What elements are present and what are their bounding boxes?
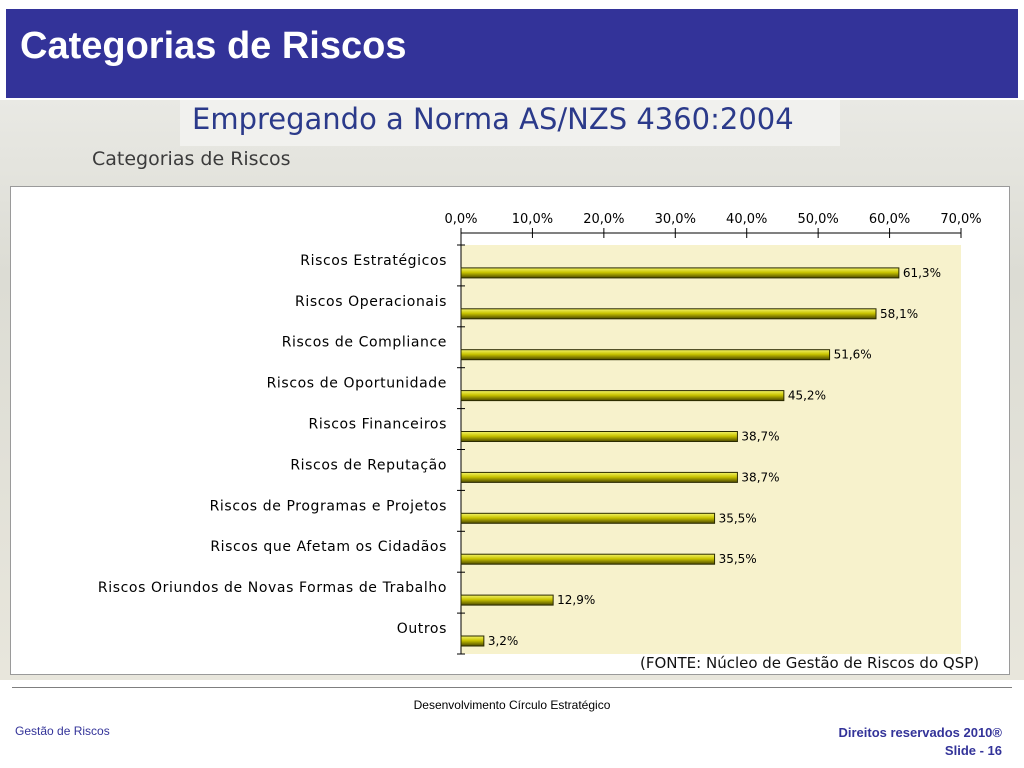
- category-label: Riscos de Compliance: [282, 335, 447, 351]
- x-tick-label: 30,0%: [655, 212, 696, 227]
- bar: [460, 308, 877, 320]
- bar-chart: 0,0% 10,0% 20,0% 30,0% 40,0% 50,0% 60,0% 70,0% R…: [98, 212, 982, 655]
- bar: [460, 267, 900, 279]
- footer-divider: [12, 687, 1012, 688]
- value-label: 45,2%: [788, 389, 826, 403]
- category-label: Outros: [397, 621, 447, 637]
- value-label: 51,6%: [834, 348, 872, 362]
- x-tick-label: 60,0%: [869, 212, 910, 227]
- heading-box: [180, 100, 840, 146]
- x-tick-label: 70,0%: [940, 212, 981, 227]
- category-label: Riscos Estratégicos: [300, 253, 447, 269]
- bar: [460, 431, 738, 443]
- slide-title: Categorias de Riscos: [20, 25, 407, 67]
- value-label: 3,2%: [488, 634, 519, 648]
- value-label: 35,5%: [719, 511, 757, 525]
- source-note: (FONTE: Núcleo de Gestão de Riscos do QS…: [640, 654, 980, 672]
- x-tick-label: 0,0%: [444, 212, 477, 227]
- x-tick-label: 10,0%: [512, 212, 553, 227]
- category-label: Riscos Financeiros: [309, 417, 447, 433]
- value-label: 58,1%: [880, 307, 918, 321]
- category-label: Riscos Oriundos de Novas Formas de Traba…: [98, 580, 447, 596]
- chart-container: 0,0% 10,0% 20,0% 30,0% 40,0% 50,0% 60,0% 70,0% R…: [10, 186, 1010, 675]
- category-label: Riscos de Programas e Projetos: [210, 498, 447, 514]
- x-tick-label: 50,0%: [797, 212, 838, 227]
- bar: [460, 471, 738, 483]
- x-tick-label: 40,0%: [726, 212, 767, 227]
- category-label: Riscos de Reputação: [290, 457, 447, 473]
- footer-left-text: Gestão de Riscos: [15, 724, 110, 738]
- slide-subheading: Categorias de Riscos: [92, 148, 291, 170]
- value-label: 38,7%: [741, 470, 779, 484]
- bar: [460, 553, 716, 565]
- value-label: 38,7%: [741, 430, 779, 444]
- slide-heading: Empregando a Norma AS/NZS 4360:2004: [192, 102, 794, 136]
- value-label: 61,3%: [903, 266, 941, 280]
- title-bar: Categorias de Riscos: [6, 9, 1018, 98]
- category-label: Riscos de Oportunidade: [267, 376, 447, 392]
- bar: [460, 594, 554, 606]
- bar: [460, 349, 831, 361]
- value-label: 12,9%: [557, 593, 595, 607]
- category-label: Riscos Operacionais: [295, 294, 447, 310]
- bar: [460, 390, 785, 402]
- slide-number: Slide - 16: [944, 743, 1002, 758]
- footer-center-text: Desenvolvimento Círculo Estratégico: [413, 698, 611, 712]
- x-tick-label: 20,0%: [583, 212, 624, 227]
- category-label: Riscos que Afetam os Cidadãos: [210, 539, 447, 555]
- bar: [460, 635, 485, 647]
- value-label: 35,5%: [719, 552, 757, 566]
- bar: [460, 512, 716, 524]
- footer-rights: Direitos reservados 2010®: [838, 725, 1002, 740]
